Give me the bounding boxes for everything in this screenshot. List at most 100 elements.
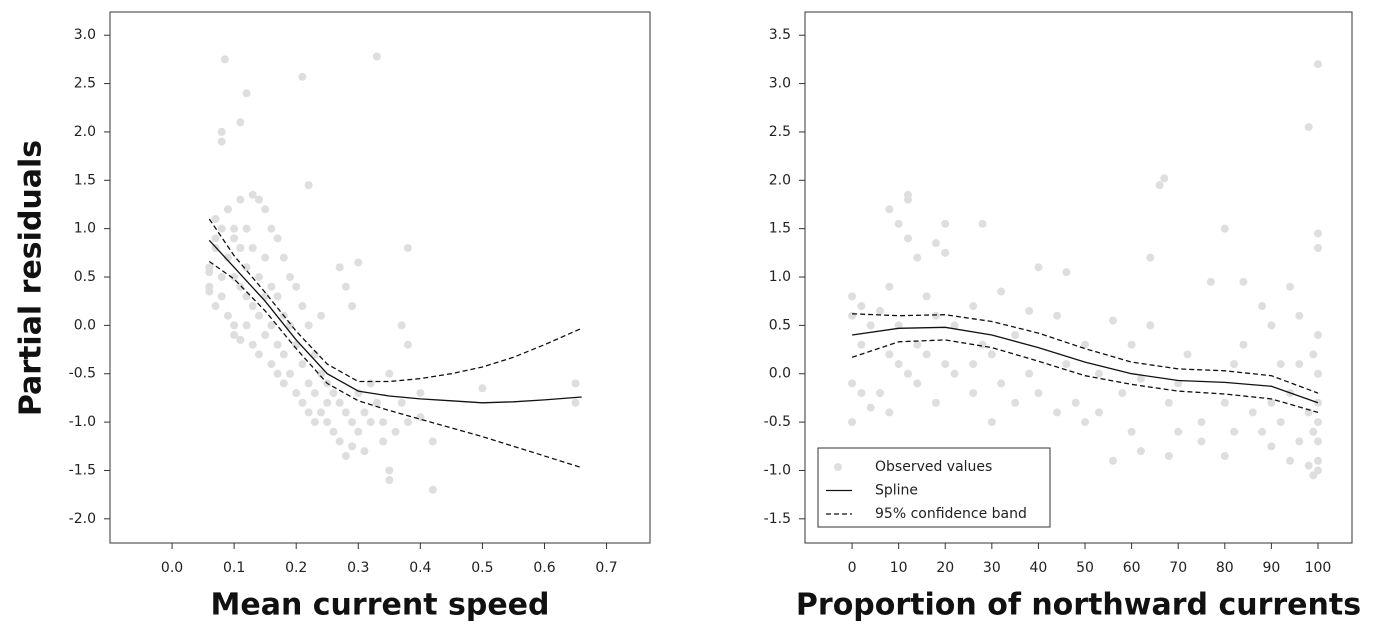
observed-point	[1220, 224, 1229, 233]
observed-point	[1313, 60, 1322, 69]
observed-point	[254, 195, 263, 204]
observed-point	[1206, 277, 1215, 286]
observed-point	[242, 263, 251, 272]
y-tick-label: 0.5	[769, 317, 791, 333]
observed-point	[1118, 389, 1127, 398]
observed-point	[1095, 408, 1104, 417]
observed-point	[304, 181, 313, 190]
x-tick-label: 50	[1076, 560, 1094, 576]
observed-point	[372, 52, 381, 61]
observed-point	[385, 369, 394, 378]
x-tick-label: 0.0	[161, 560, 183, 576]
observed-point	[236, 282, 245, 291]
observed-point	[1304, 408, 1313, 417]
observed-point	[913, 340, 922, 349]
observed-point	[1062, 360, 1071, 369]
observed-point	[323, 398, 332, 407]
observed-point	[230, 331, 239, 340]
x-tick-label: 0.4	[409, 560, 431, 576]
observed-point	[385, 476, 394, 485]
observed-point	[341, 451, 350, 460]
observed-point	[261, 205, 270, 214]
observed-point	[903, 369, 912, 378]
y-tick-label: 1.0	[769, 269, 791, 285]
observed-point	[1108, 456, 1117, 465]
observed-point	[1220, 398, 1229, 407]
band-lower	[208, 260, 582, 469]
observed-point	[341, 282, 350, 291]
x-tick-label: 0.6	[533, 560, 555, 576]
observed-point	[950, 369, 959, 378]
observed-point	[950, 321, 959, 330]
observed-point	[931, 398, 940, 407]
y-tick-label: 1.5	[74, 172, 96, 188]
observed-point	[1127, 340, 1136, 349]
observed-point	[1267, 398, 1276, 407]
y-tick-label: 1.5	[769, 221, 791, 237]
observed-point	[1313, 229, 1322, 238]
observed-point	[248, 302, 257, 311]
observed-point	[903, 234, 912, 243]
observed-point	[254, 273, 263, 282]
observed-point	[360, 408, 369, 417]
observed-point	[397, 321, 406, 330]
y-tick-label: 2.5	[769, 124, 791, 140]
observed-point	[317, 408, 326, 417]
observed-point	[1034, 263, 1043, 272]
observed-point	[1286, 456, 1295, 465]
observed-point	[1034, 389, 1043, 398]
observed-point	[304, 379, 313, 388]
observed-point	[894, 219, 903, 228]
observed-point	[1239, 277, 1248, 286]
observed-point	[1164, 451, 1173, 460]
observed-point	[903, 190, 912, 199]
observed-point	[1174, 427, 1183, 436]
x-tick-label: 20	[936, 560, 954, 576]
observed-point	[391, 427, 400, 436]
observed-point	[217, 137, 226, 146]
observed-point	[242, 89, 251, 98]
observed-point	[1095, 369, 1104, 378]
observed-point	[242, 292, 251, 301]
observed-point	[236, 244, 245, 252]
observed-point	[997, 287, 1006, 296]
observed-point	[1053, 408, 1062, 417]
x-tick-label: 70	[1169, 560, 1187, 576]
observed-point	[211, 234, 220, 243]
x-tick-label: 90	[1262, 560, 1280, 576]
observed-point	[1239, 340, 1248, 349]
observed-point	[1155, 181, 1164, 190]
observed-point	[1304, 123, 1313, 132]
observed-point	[1160, 174, 1169, 183]
observed-point	[360, 447, 369, 456]
y-tick-label: -2.0	[69, 511, 96, 527]
observed-point	[987, 350, 996, 359]
observed-point	[267, 360, 276, 369]
observed-point	[922, 350, 931, 359]
y-tick-label: 3.5	[769, 27, 791, 43]
observed-point	[848, 418, 857, 427]
observed-point	[941, 248, 950, 257]
observed-point	[286, 321, 294, 330]
y-tick-label: -1.0	[69, 414, 96, 430]
observed-point	[254, 311, 263, 320]
x-tick-label: 0.7	[595, 560, 617, 576]
observed-point	[1313, 418, 1322, 427]
observed-point	[267, 282, 276, 291]
observed-point	[223, 205, 232, 214]
observed-point	[403, 244, 412, 252]
observed-point	[941, 360, 950, 369]
observed-point	[922, 292, 931, 301]
observed-point	[310, 389, 319, 398]
observed-point	[217, 127, 226, 136]
observed-point	[969, 360, 978, 369]
observed-point	[931, 311, 940, 320]
x-tick-label: 60	[1123, 560, 1141, 576]
observed-point	[273, 340, 282, 349]
observed-point	[267, 224, 276, 233]
observed-point	[323, 418, 332, 427]
y-tick-label: 3.0	[769, 76, 791, 92]
observed-point	[304, 408, 313, 417]
observed-point	[894, 321, 903, 330]
observed-point	[273, 369, 282, 378]
